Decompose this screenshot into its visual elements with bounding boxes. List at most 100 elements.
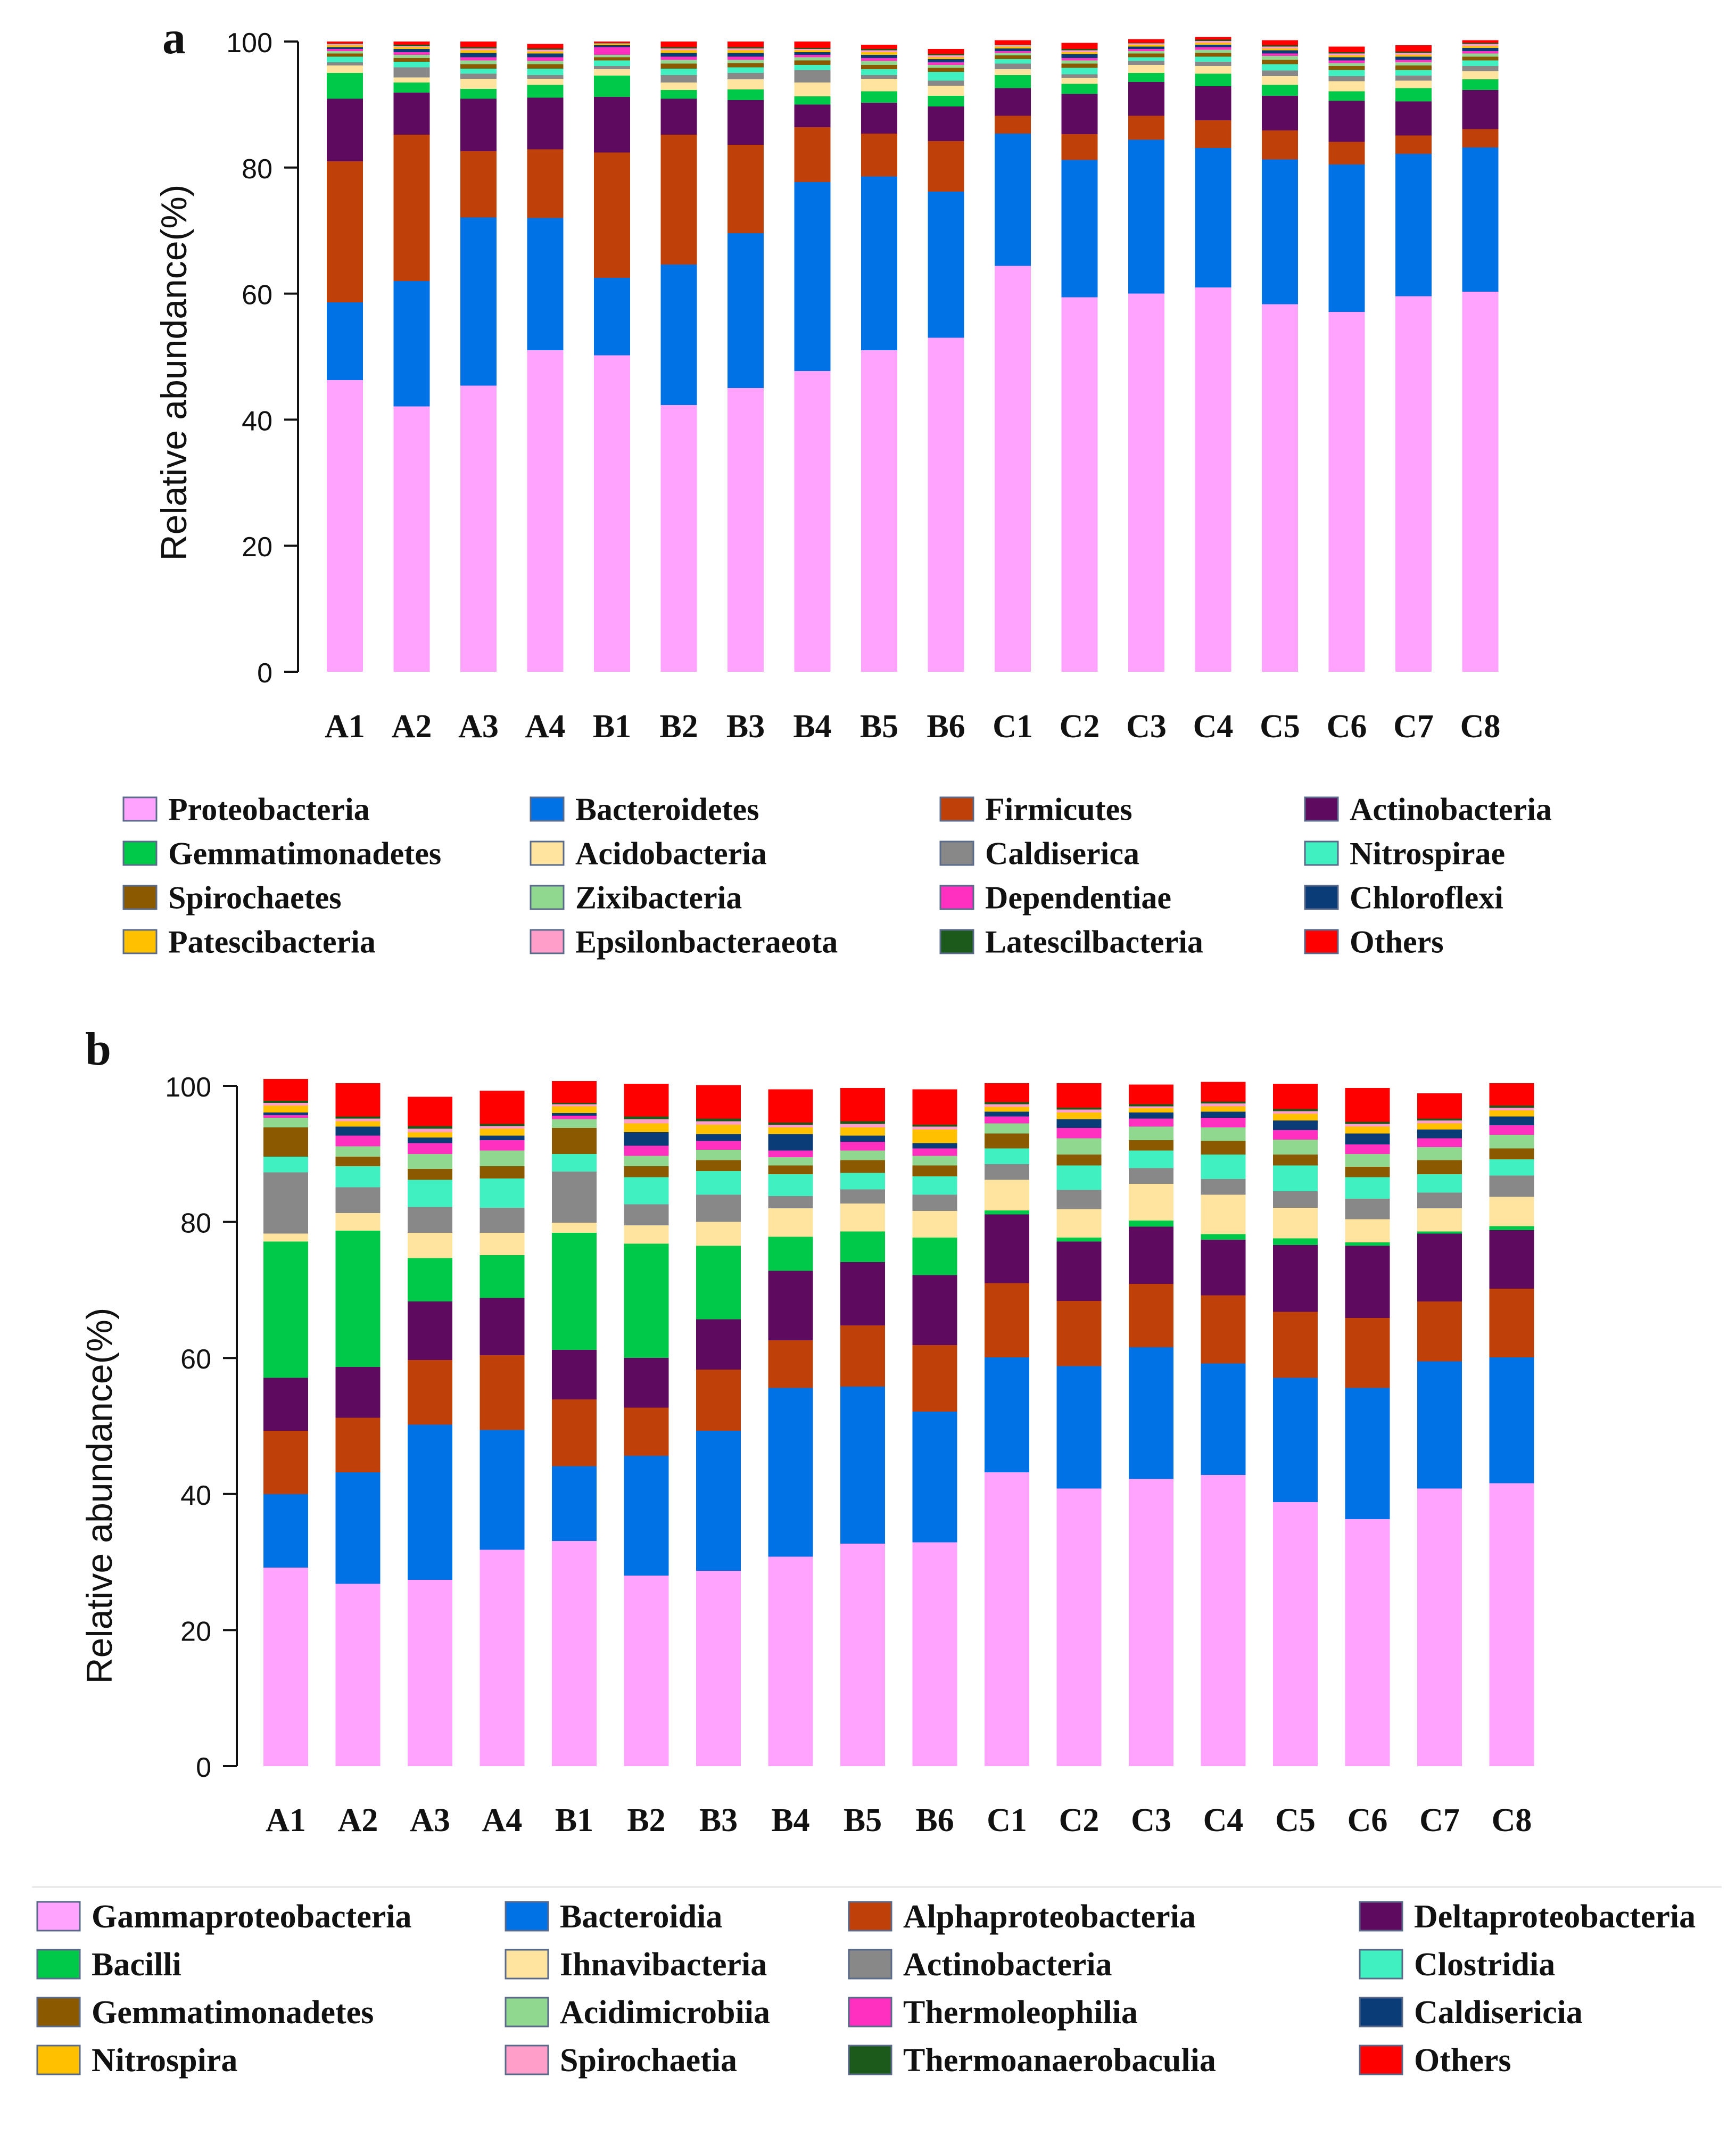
legend-item-proteobacteria: Proteobacteria <box>122 792 370 827</box>
bar-segment-bacilli-c2 <box>1056 1237 1102 1242</box>
bar-segment-chloroflexi-b2 <box>660 53 697 57</box>
bar-segment-proteobacteria-b1 <box>594 355 630 672</box>
x-tick-label-b-c2: C2 <box>1059 1802 1100 1839</box>
bar-stack-b-a2 <box>335 1083 381 1766</box>
bar-segment-actinobacteria-b6 <box>928 106 964 142</box>
bar-segment-bacteroidia-b5 <box>840 1386 885 1544</box>
bar-segment-ihnavibacteria-c4 <box>1201 1194 1246 1234</box>
legend-swatch-alphaproteobacteria <box>848 1901 892 1932</box>
bar-segment-bacteroidia-a1 <box>263 1494 308 1568</box>
bar-segment-alphaproteobacteria-b1 <box>552 1399 597 1466</box>
bar-segment-ihnavibacteria-a4 <box>480 1233 525 1256</box>
bar-stack-b-c3 <box>1129 1084 1173 1766</box>
bar-segment-thermoleophilia-c7 <box>1417 1138 1462 1148</box>
legend-item-clostridia: Clostridia <box>1359 1947 1555 1983</box>
x-tick-labels-b: A1 A2 A3 A4 B1 B2 B3 B4 B5 B6 C1 C2 C3 C4 C5 C6 C7 C8 <box>266 1802 1532 1839</box>
bar-segment-bacteroidia-c8 <box>1489 1357 1534 1483</box>
bars-b <box>263 1079 1534 1766</box>
bar-segment-others-b3 <box>728 42 764 47</box>
bar-segment-actinobacteria-c7 <box>1395 101 1432 136</box>
bar-segment-caldiserica-b1 <box>594 66 630 70</box>
bar-segment-thermoanaerobaculia-c3 <box>1129 1104 1173 1107</box>
bar-segment-bacilli-b1 <box>552 1233 597 1350</box>
bar-segment-thermoleophilia-a4 <box>480 1140 525 1151</box>
bar-stack-a-c5 <box>1262 40 1298 672</box>
legend-swatch-dependentiae <box>939 885 974 910</box>
bar-segment-latescilbacteria-c4 <box>1195 39 1231 41</box>
bar-segment-patescibacteria-a4 <box>527 51 564 54</box>
bar-segment-deltaproteobacteria-b3 <box>696 1319 741 1370</box>
legend-swatch-actinobacteria <box>848 1949 892 1980</box>
bar-segment-others-c8 <box>1489 1083 1534 1106</box>
bar-stack-a-a2 <box>393 42 430 672</box>
bar-segment-alphaproteobacteria-a2 <box>335 1417 381 1472</box>
legend-swatch-gemmatimonadetes <box>122 840 158 866</box>
bar-segment-caldiserica-b2 <box>660 75 697 83</box>
bar-segment-deltaproteobacteria-b2 <box>624 1358 669 1408</box>
bar-segment-caldiserica-c7 <box>1395 75 1432 81</box>
legend-item-alphaproteobacteria: Alphaproteobacteria <box>848 1899 1196 1935</box>
bar-segment-spirochaetia-b1 <box>552 1104 597 1107</box>
bar-segment-latescilbacteria-b4 <box>794 47 831 50</box>
bar-segment-clostridia-a1 <box>263 1156 308 1173</box>
bar-segment-gemmatimonadetes-a2 <box>335 1156 381 1166</box>
bar-segment-acidimicrobiia-a4 <box>480 1150 525 1166</box>
bar-segment-caldisericia-c4 <box>1201 1111 1246 1118</box>
bar-segment-firmicutes-a2 <box>393 135 430 281</box>
bar-segment-latescilbacteria-b3 <box>728 47 764 49</box>
bar-segment-thermoleophilia-c2 <box>1056 1128 1102 1139</box>
legend-item-epsilonbacteraeota: Epsilonbacteraeota <box>530 924 838 959</box>
bar-segment-bacteroidetes-a1 <box>327 302 363 380</box>
bar-stack-a-b2 <box>660 42 697 672</box>
bar-segment-nitrospirae-c2 <box>1061 68 1098 75</box>
legend-swatch-others <box>1359 2045 1403 2075</box>
bar-segment-thermoanaerobaculia-b4 <box>768 1123 813 1125</box>
legend-item-patescibacteria: Patescibacteria <box>122 924 376 959</box>
bar-segment-bacteroidia-c7 <box>1417 1361 1462 1489</box>
bar-segment-thermoanaerobaculia-b3 <box>696 1118 741 1122</box>
bar-segment-dependentiae-b5 <box>861 57 897 61</box>
bar-segment-ihnavibacteria-b6 <box>912 1211 957 1238</box>
bar-segment-thermoanaerobaculia-c8 <box>1489 1106 1534 1108</box>
bar-segment-others-a1 <box>327 42 363 44</box>
bar-segment-firmicutes-c8 <box>1462 129 1499 147</box>
legend-swatch-deltaproteobacteria <box>1359 1901 1403 1932</box>
legend-item-bacilli: Bacilli <box>36 1947 181 1983</box>
bar-segment-gemmatimonadetes-c2 <box>1056 1155 1102 1166</box>
legend-label-caldisericia: Caldisericia <box>1414 1994 1583 2031</box>
legend-swatch-nitrospirae <box>1304 840 1339 866</box>
bar-segment-patescibacteria-c4 <box>1195 43 1231 45</box>
bar-segment-acidimicrobiia-a1 <box>263 1118 308 1127</box>
bar-segment-gemmatimonadetes-b5 <box>861 91 897 103</box>
bar-segment-spirochaetes-a3 <box>460 64 497 69</box>
bar-stack-b-b6 <box>912 1089 957 1766</box>
bar-segment-firmicutes-b3 <box>728 145 764 233</box>
bar-segment-chloroflexi-a3 <box>460 53 497 57</box>
bar-segment-bacteroidia-a3 <box>408 1424 452 1580</box>
bar-segment-chloroflexi-c2 <box>1061 54 1098 58</box>
legend-label-acidobacteria: Acidobacteria <box>575 836 767 871</box>
bar-segment-gemmatimonadetes-b2 <box>660 90 697 99</box>
bar-segment-patescibacteria-b5 <box>861 52 897 55</box>
bar-segment-deltaproteobacteria-a2 <box>335 1366 381 1418</box>
bar-segment-clostridia-b3 <box>696 1171 741 1195</box>
bar-segment-nitrospirae-c3 <box>1128 57 1164 61</box>
bar-segment-spirochaetia-b5 <box>840 1124 885 1127</box>
bar-segment-gammaproteobacteria-c8 <box>1489 1483 1534 1766</box>
bar-segment-spirochaetia-c5 <box>1273 1111 1318 1114</box>
bar-segment-bacteroidia-a4 <box>480 1430 525 1550</box>
x-tick-label-b-c3: C3 <box>1131 1802 1171 1839</box>
bar-segment-actinobacteria-a1 <box>263 1172 308 1234</box>
bar-segment-bacteroidetes-a3 <box>460 217 497 386</box>
bar-segment-zixibacteria-c5 <box>1262 56 1298 60</box>
bar-segment-bacteroidia-c5 <box>1273 1378 1318 1503</box>
bar-segment-patescibacteria-a1 <box>327 45 363 47</box>
bar-segment-actinobacteria-c3 <box>1128 81 1164 116</box>
bar-segment-patescibacteria-b1 <box>594 44 630 46</box>
bar-segment-proteobacteria-c2 <box>1061 297 1098 672</box>
bar-segment-chloroflexi-a2 <box>393 49 430 53</box>
x-tick-label-a-c5: C5 <box>1260 708 1300 745</box>
bar-segment-acidobacteria-b2 <box>660 82 697 90</box>
legend-label-thermoleophilia: Thermoleophilia <box>903 1994 1138 2031</box>
